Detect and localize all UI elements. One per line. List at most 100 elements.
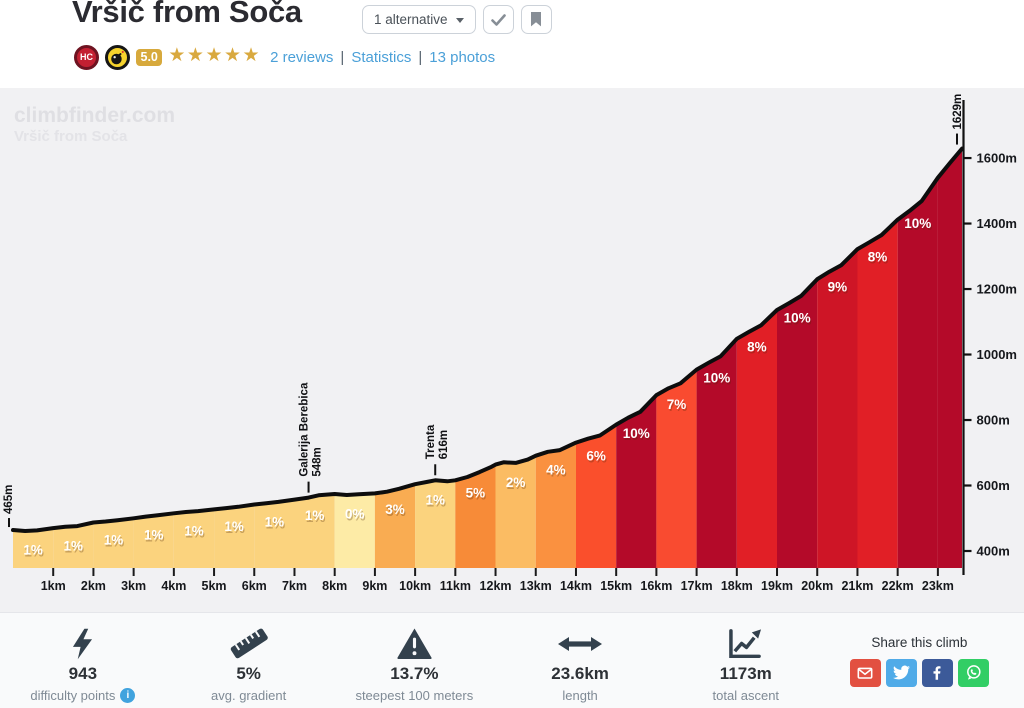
gradient-label-shadow: 1% <box>105 535 125 550</box>
stat-avg-gradient: 5% avg. gradient <box>166 613 332 708</box>
hc-difficulty-badge: HC <box>74 44 99 70</box>
gradient-label: 5% <box>466 486 486 501</box>
climb-profile-chart: climbfinder.com Vršič from Soča 1% 1% 1% 1% 1%… <box>0 88 1024 612</box>
y-tick-label: 1000m <box>977 347 1017 362</box>
gradient-segment-1 <box>53 522 94 568</box>
stat-label: difficulty points i <box>30 687 136 703</box>
hc-label: HC <box>80 52 93 62</box>
statistics-link[interactable]: Statistics <box>351 48 412 66</box>
y-tick-label: 400m <box>977 544 1010 559</box>
watermark-line1: climbfinder.com <box>14 104 175 127</box>
x-tick-label: 10km <box>399 579 431 593</box>
gradient-label-shadow: 7% <box>668 399 688 414</box>
watermark-line2: Vršič from Soča <box>14 128 128 145</box>
gradient-label: 8% <box>868 249 888 264</box>
stat-label: steepest 100 meters <box>355 687 474 703</box>
x-tick-label: 4km <box>161 579 186 593</box>
gradient-label-shadow: 1% <box>426 494 446 509</box>
share-twitter-button[interactable] <box>885 658 917 687</box>
info-icon[interactable]: i <box>120 687 136 703</box>
x-tick-label: 17km <box>681 579 713 593</box>
gradient-label-shadow: 1% <box>24 545 44 560</box>
stat-length: 23.6km length <box>497 613 663 708</box>
x-tick-label: 15km <box>600 579 632 593</box>
share-email-button[interactable] <box>849 658 881 687</box>
x-tick-label: 3km <box>121 579 146 593</box>
y-tick-label: 1200m <box>977 282 1017 297</box>
start-elevation-label: 465m <box>3 485 15 514</box>
done-climb-button[interactable] <box>482 5 514 34</box>
rating-score-badge: 5.0 <box>136 48 163 66</box>
gradient-segment-20 <box>817 249 858 568</box>
gradient-label: 1% <box>184 523 204 538</box>
gradient-label: 10% <box>703 370 730 385</box>
x-tick-label: 14km <box>560 579 592 593</box>
gradient-label: 10% <box>784 310 811 325</box>
link-separator: | <box>418 48 423 66</box>
gradient-segment-8 <box>334 493 375 568</box>
alternatives-dropdown-label: 1 alternative <box>374 12 448 27</box>
reviews-link[interactable]: 2 reviews <box>270 48 334 66</box>
gradient-segment-5 <box>214 504 255 568</box>
elevation-line <box>11 146 964 533</box>
photos-link[interactable]: 13 photos <box>429 48 496 66</box>
whatsapp-icon <box>966 665 981 680</box>
alternatives-dropdown[interactable]: 1 alternative <box>362 5 476 34</box>
share-buttons <box>849 658 989 687</box>
gradient-label-shadow: 1% <box>65 540 85 555</box>
gradient-label-shadow: 0% <box>346 509 366 524</box>
gradient-label: 1% <box>425 492 445 507</box>
stat-steepest: 13.7% steepest 100 meters <box>331 613 497 708</box>
gradient-label: 4% <box>546 463 566 478</box>
stat-label-text: difficulty points <box>30 687 116 703</box>
stat-value: 943 <box>68 663 98 683</box>
gradient-label-shadow: 10% <box>704 372 731 387</box>
gradient-label: 1% <box>23 543 43 558</box>
x-tick-label: 13km <box>520 579 552 593</box>
stat-total-ascent: 1173m total ascent <box>663 613 829 708</box>
share-facebook-button[interactable] <box>921 658 953 687</box>
gradient-segment-4 <box>173 509 215 568</box>
gradient-label-shadow: 4% <box>547 465 567 480</box>
stat-value: 1173m <box>719 663 772 683</box>
bookmark-button[interactable] <box>520 5 552 34</box>
gradient-label: 10% <box>904 216 931 231</box>
gradient-label-shadow: 8% <box>748 342 768 357</box>
star-rating: ★★★★★ <box>168 45 262 66</box>
stat-difficulty-points: 943 difficulty points i <box>0 613 166 708</box>
gradient-label: 9% <box>828 279 848 294</box>
ascent-chart-icon <box>728 622 763 660</box>
x-tick-label: 7km <box>282 579 307 593</box>
y-tick-label: 1400m <box>977 216 1017 231</box>
gradient-label-shadow: 9% <box>829 281 849 296</box>
gradient-segment-11 <box>455 464 496 568</box>
header-links: 2 reviews | Statistics | 13 photos <box>270 49 495 66</box>
gradient-label: 2% <box>506 475 526 490</box>
share-label: Share this climb <box>871 634 968 650</box>
ruler-icon <box>228 622 270 660</box>
double-arrow-icon <box>558 622 603 660</box>
gradient-label: 1% <box>305 508 325 523</box>
x-tick-label: 20km <box>801 579 833 593</box>
share-whatsapp-button[interactable] <box>957 658 989 687</box>
x-tick-label: 1km <box>41 579 66 593</box>
gradient-label: 1% <box>104 533 124 548</box>
gradient-segment-19 <box>777 279 818 568</box>
stat-label: total ascent <box>712 687 780 703</box>
gradient-label: 6% <box>586 448 606 463</box>
gradient-label: 1% <box>224 519 244 534</box>
share-block: Share this climb <box>829 613 1024 708</box>
gradient-label: 1% <box>265 514 285 529</box>
waypoint-label: Trenta616m <box>425 424 450 459</box>
x-tick-label: 2km <box>81 579 106 593</box>
x-tick-label: 5km <box>202 579 227 593</box>
y-tick-label: 1600m <box>977 151 1017 166</box>
stat-value: 5% <box>236 663 261 683</box>
waypoint-label: Galerija Berebica548m <box>299 382 324 477</box>
stats-bar: 943 difficulty points i <box>0 612 1024 708</box>
header-controls: 1 alternative <box>362 5 552 34</box>
lightning-icon <box>72 622 93 660</box>
x-tick-label: 8km <box>322 579 347 593</box>
gradient-label: 10% <box>623 426 650 441</box>
